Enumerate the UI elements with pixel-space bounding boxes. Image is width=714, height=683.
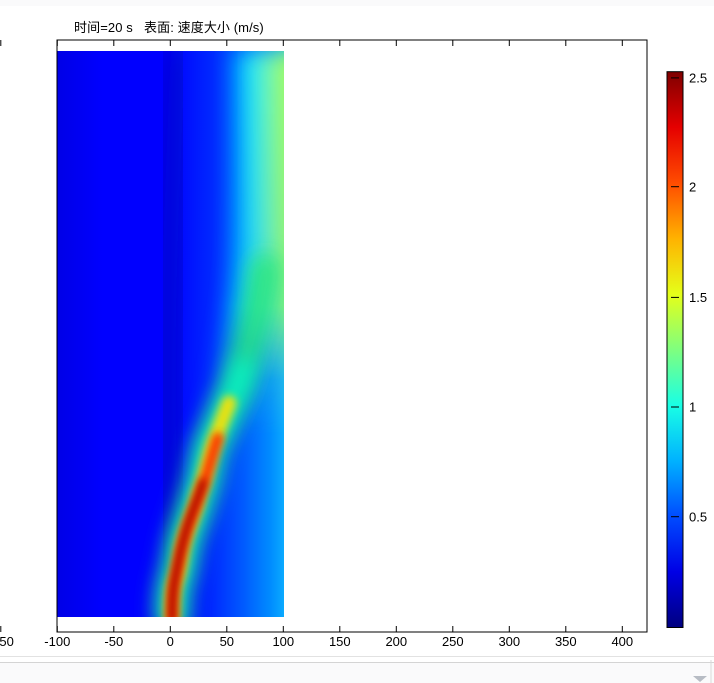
svg-text:200: 200 — [385, 634, 407, 649]
svg-text:-100: -100 — [44, 634, 70, 649]
svg-text:150: 150 — [329, 634, 351, 649]
svg-text:0.5: 0.5 — [689, 509, 707, 524]
svg-text:400: 400 — [611, 634, 633, 649]
svg-text:300: 300 — [498, 634, 520, 649]
svg-text:1: 1 — [689, 400, 696, 415]
svg-text:1.5: 1.5 — [689, 290, 707, 305]
svg-text:100: 100 — [272, 634, 294, 649]
svg-text:-150: -150 — [0, 634, 14, 649]
svg-text:50: 50 — [220, 634, 234, 649]
svg-text:2: 2 — [689, 179, 696, 194]
svg-text:350: 350 — [555, 634, 577, 649]
svg-text:250: 250 — [442, 634, 464, 649]
svg-text:-50: -50 — [104, 634, 123, 649]
svg-text:2.5: 2.5 — [689, 71, 707, 86]
svg-text:0: 0 — [167, 634, 174, 649]
